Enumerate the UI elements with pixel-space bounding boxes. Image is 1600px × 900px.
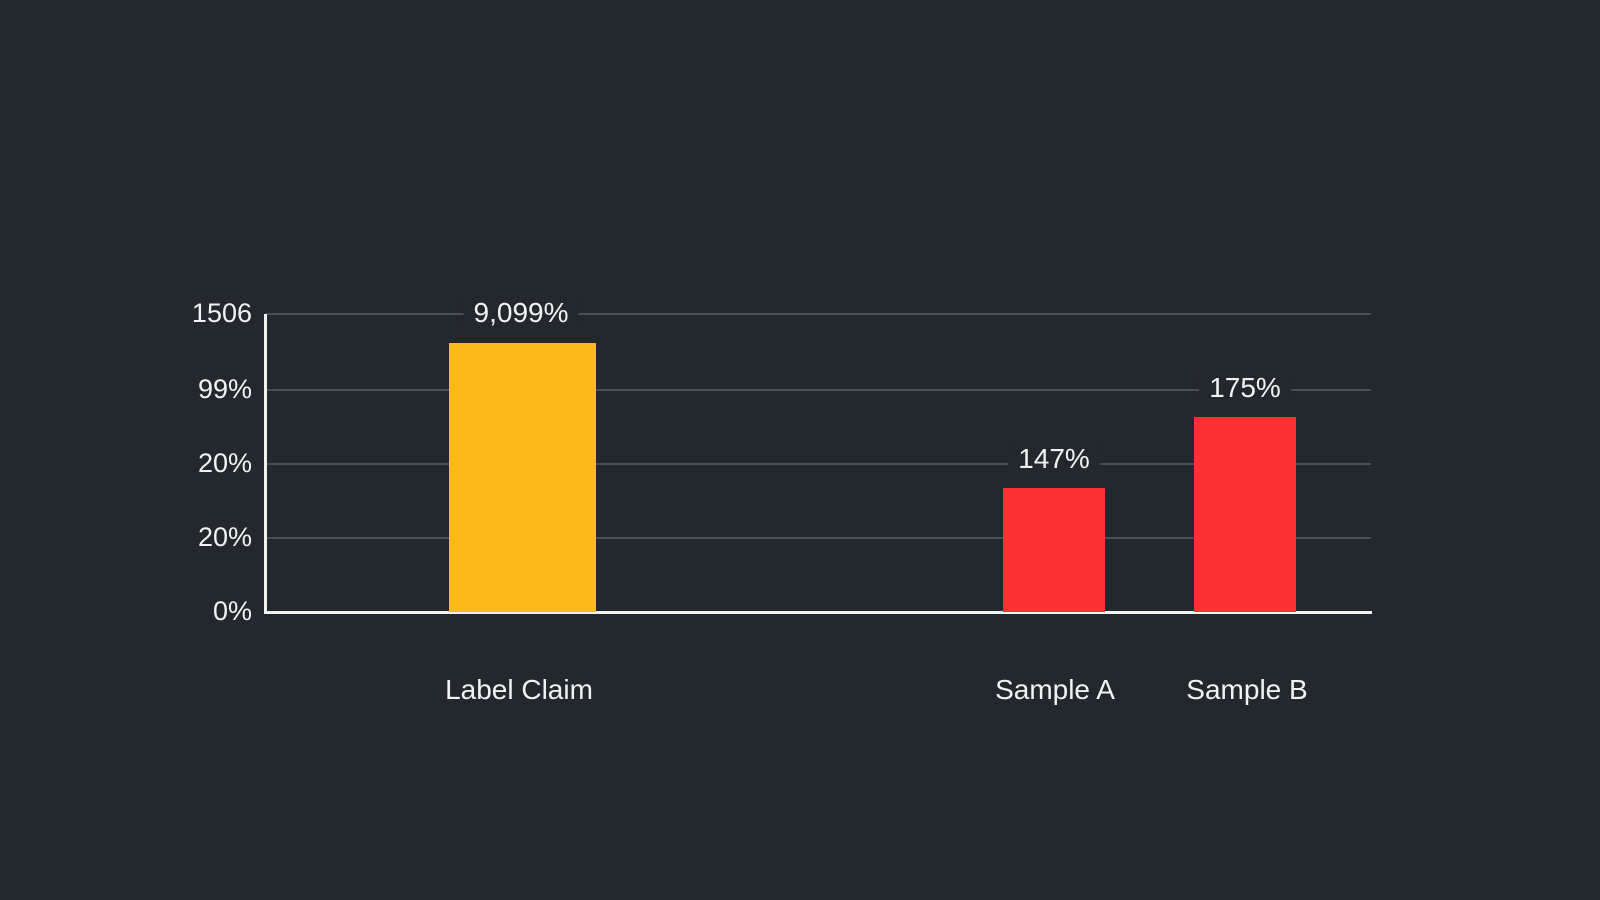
value-label-sample-a: 147% [1008, 443, 1100, 475]
gridline-top [266, 313, 1371, 315]
y-tick-label: 20% [197, 522, 252, 552]
category-label-label-claim: Label Claim [445, 674, 593, 705]
y-tick-label: 0% [212, 596, 252, 626]
y-tick-label: 20% [197, 448, 252, 478]
gridline-3 [266, 463, 1371, 465]
category-label-sample-a: Sample A [995, 674, 1115, 705]
x-axis-line [264, 611, 1372, 614]
bar-label-claim [449, 343, 596, 612]
bar-sample-a [1003, 488, 1105, 612]
gridline-4 [266, 537, 1371, 539]
value-label-sample-b: 175% [1199, 372, 1291, 404]
category-label-sample-b: Sample B [1186, 674, 1308, 705]
gridline-2 [266, 389, 1371, 391]
bar-sample-b [1194, 417, 1296, 612]
y-tick-label: 1506 [191, 298, 252, 328]
y-axis-line [264, 314, 267, 614]
y-tick-label: 99% [197, 374, 252, 404]
value-label-label-claim: 9,099% [463, 297, 579, 329]
